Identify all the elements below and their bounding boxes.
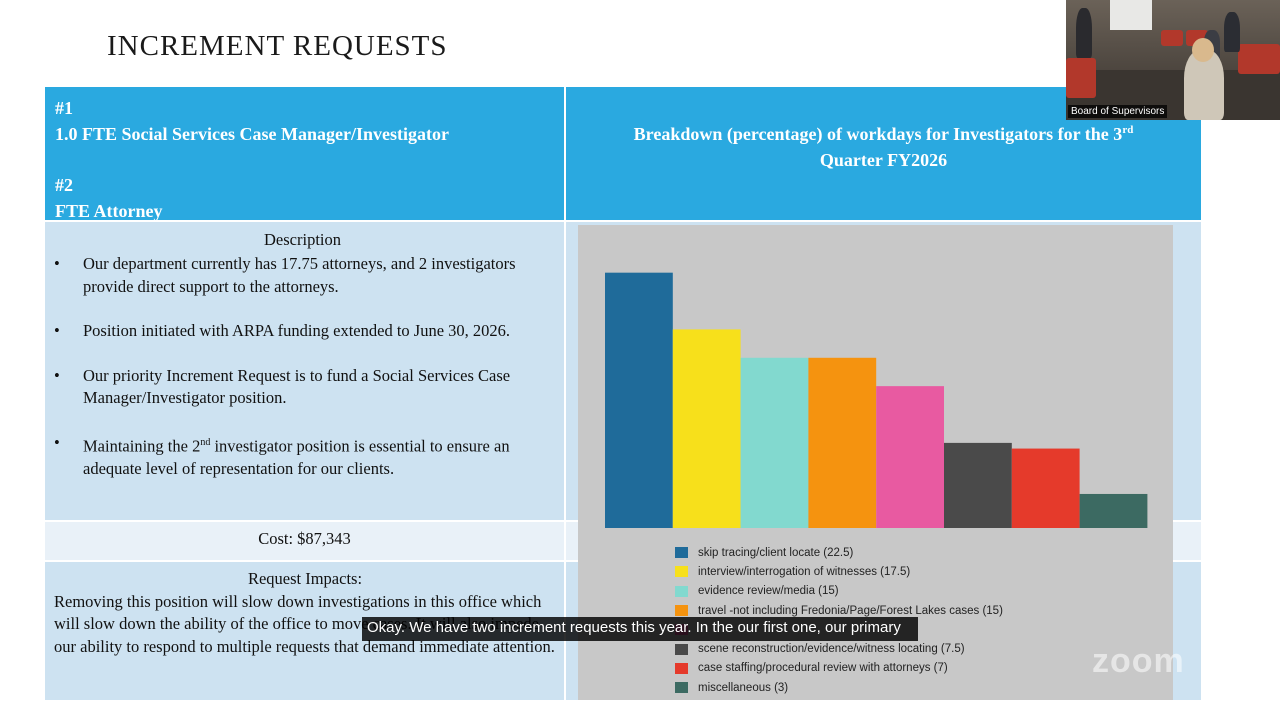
bar-2 [672,329,741,528]
legend-swatch [675,585,688,597]
slide-title: INCREMENT REQUESTS [107,30,448,62]
bar-8 [1079,493,1148,528]
legend-swatch [675,605,688,617]
legend-item: interview/interrogation of witnesses (17… [675,562,1003,581]
legend-swatch [675,566,688,578]
closed-caption: Okay. We have two increment requests thi… [362,617,918,641]
description-bullet: Our priority Increment Request is to fun… [54,365,550,410]
legend-item: evidence review/media (15) [675,582,1003,601]
legend-label: evidence review/media (15) [698,585,839,598]
request-1-title: 1.0 FTE Social Services Case Manager/Inv… [55,124,449,144]
bar-6 [944,442,1012,528]
legend-swatch [675,682,688,694]
legend-label: miscellaneous (3) [698,681,789,694]
video-person [1076,8,1092,58]
bullet-sup: nd [200,436,211,448]
bar-3 [740,357,809,528]
description-heading: Description [264,230,341,249]
impacts-heading: Request Impacts: [247,569,363,588]
legend-item: travel -not including Fredonia/Page/Fore… [675,601,1003,620]
zoom-watermark: zoom [1092,642,1185,680]
video-speaker-head [1192,38,1214,62]
video-chair [1238,44,1280,74]
request-2-number: #2 [55,175,73,195]
bullet-text-b: investigator position is essential to en… [83,436,510,478]
chart-title-part-a: Breakdown (percentage) of workdays for I… [633,124,1123,144]
legend-swatch [675,643,688,655]
video-name-label: Board of Supervisors [1068,105,1168,118]
legend-item: scene reconstruction/evidence/witness lo… [675,639,1003,658]
chart-legend: skip tracing/client locate (22.5) intervi… [675,543,1003,697]
chart-title-sup: rd [1122,124,1134,136]
legend-swatch [675,662,688,674]
description-list: Our department currently has 17.75 attor… [54,253,550,481]
legend-item: case staffing/procedural review with att… [675,659,1003,678]
request-1-number: #1 [55,98,73,118]
legend-label: case staffing/procedural review with att… [698,662,948,675]
chart-title-part-b: Quarter FY2026 [819,150,948,170]
description-bullet: Maintaining the 2nd investigator positio… [54,432,550,481]
bullet-text-a: Maintaining the 2 [83,436,201,455]
bar-7 [1011,448,1080,528]
bar-4 [808,357,877,528]
legend-label: interview/interrogation of witnesses (17… [698,565,911,578]
description-cell: Description Our department currently has… [45,222,564,520]
request-2-title: FTE Attorney [55,201,163,221]
participant-video[interactable]: Board of Supervisors [1066,0,1280,120]
video-chair [1066,58,1096,98]
legend-swatch [675,547,688,559]
video-person [1224,12,1240,52]
video-chair [1161,30,1183,46]
description-bullet: Our department currently has 17.75 attor… [54,253,550,298]
legend-item: skip tracing/client locate (22.5) [675,543,1003,562]
bar-1 [605,272,673,528]
description-bullet: Position initiated with ARPA funding ext… [54,320,550,343]
legend-label: travel -not including Fredonia/Page/Fore… [698,604,1003,617]
header-increment-list: #1 1.0 FTE Social Services Case Manager/… [45,87,564,221]
bar-5 [876,386,944,528]
cost-cell: Cost: $87,343 [45,522,564,560]
legend-label: skip tracing/client locate (22.5) [698,546,854,559]
legend-label: scene reconstruction/evidence/witness lo… [698,643,965,656]
legend-item: miscellaneous (3) [675,678,1003,697]
video-whiteboard [1110,0,1152,30]
